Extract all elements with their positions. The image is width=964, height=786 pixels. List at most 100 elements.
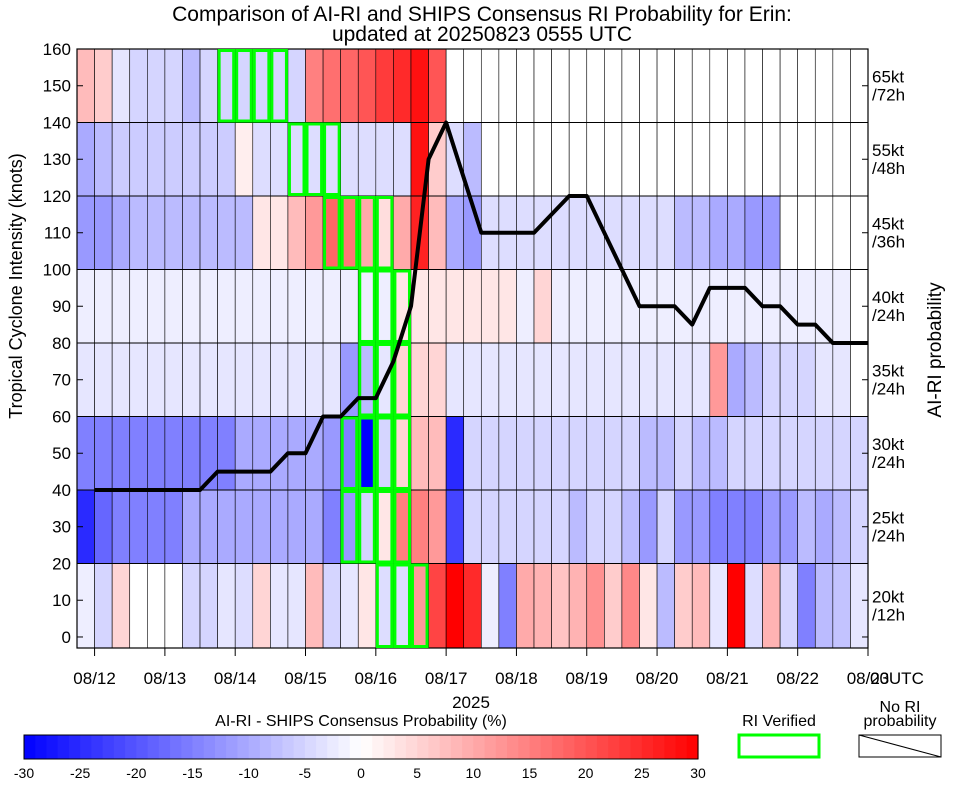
heatmap-cell bbox=[498, 489, 517, 564]
heatmap-cell bbox=[621, 563, 640, 649]
y-tick-label: 100 bbox=[43, 260, 71, 279]
heatmap-cell bbox=[709, 342, 728, 417]
heatmap-cell bbox=[305, 342, 324, 417]
y-tick-label: 60 bbox=[52, 407, 71, 426]
heatmap-cell bbox=[164, 563, 183, 649]
colorbar-segment bbox=[664, 735, 677, 759]
heatmap-cell bbox=[586, 195, 605, 270]
heatmap-cell bbox=[410, 489, 429, 564]
y-tick-label: 0 bbox=[62, 628, 71, 647]
heatmap-cell bbox=[797, 195, 816, 270]
heatmap-cell bbox=[322, 48, 341, 123]
heatmap-cell bbox=[111, 416, 131, 491]
heatmap-cell bbox=[639, 195, 658, 270]
row-label: /12h bbox=[872, 606, 905, 625]
heatmap-cell bbox=[252, 342, 271, 417]
heatmap-cell bbox=[568, 563, 588, 649]
heatmap-cell bbox=[410, 416, 429, 491]
heatmap-cell bbox=[814, 489, 834, 564]
heatmap-cell bbox=[727, 489, 746, 564]
colorbar-segment bbox=[630, 735, 643, 759]
heatmap-cell bbox=[568, 122, 588, 197]
heatmap-cell bbox=[709, 122, 728, 197]
ri-verified-box bbox=[375, 416, 394, 490]
heatmap-cell bbox=[832, 342, 851, 417]
heatmap-cell bbox=[111, 122, 131, 197]
heatmap-cell bbox=[744, 416, 763, 491]
heatmap-cell bbox=[147, 416, 166, 491]
row-label: /24h bbox=[872, 453, 905, 472]
heatmap-cell bbox=[217, 122, 236, 197]
row-label: 30kt bbox=[872, 435, 904, 454]
x-tick-label: 08/12 bbox=[73, 669, 116, 688]
heatmap-cell bbox=[604, 269, 623, 344]
colorbar-segment bbox=[181, 735, 194, 759]
x-tick-label: 08/19 bbox=[565, 669, 608, 688]
heatmap-cell bbox=[147, 563, 166, 649]
ri-verified-box bbox=[305, 122, 324, 196]
colorbar-segment bbox=[372, 735, 385, 759]
heatmap-cell bbox=[656, 489, 675, 564]
heatmap-cell bbox=[287, 269, 306, 344]
colorbar-segment bbox=[170, 735, 182, 759]
heatmap-cell bbox=[217, 269, 236, 344]
heatmap-cell bbox=[709, 416, 728, 491]
heatmap-cell bbox=[217, 416, 236, 491]
heatmap-cell bbox=[797, 122, 816, 197]
heatmap-cell bbox=[814, 195, 834, 270]
heatmap-cell bbox=[551, 563, 570, 649]
colorbar-segment bbox=[282, 735, 295, 759]
heatmap-cell bbox=[621, 269, 640, 344]
row-labels: 20kt/12h25kt/24h30kt/24h35kt/24h40kt/24h… bbox=[872, 68, 905, 625]
heatmap-cell bbox=[305, 48, 324, 123]
colorbar-segment bbox=[484, 735, 497, 759]
heatmap-cell bbox=[779, 416, 798, 491]
heatmap-cell bbox=[832, 416, 851, 491]
heatmap-cell bbox=[129, 489, 148, 564]
ri-verified-box bbox=[358, 195, 376, 270]
heatmap-cell bbox=[604, 489, 623, 564]
heatmap-cell bbox=[744, 195, 763, 270]
heatmap-cell bbox=[832, 489, 851, 564]
heatmap-cell bbox=[779, 342, 798, 417]
heatmap-cell bbox=[199, 342, 218, 417]
ri-verified-box bbox=[375, 269, 394, 343]
heatmap-cell bbox=[111, 563, 131, 649]
colorbar-segment bbox=[641, 735, 654, 759]
heatmap-cell bbox=[129, 563, 148, 649]
heatmap-cell bbox=[674, 48, 693, 123]
y-axis-ticks: 0 10 20 30 40 50 60 70 80 90 100 110 120 130 140 150 160 bbox=[43, 40, 868, 647]
heatmap-cell bbox=[182, 122, 201, 197]
heatmap-cell bbox=[147, 342, 166, 417]
heatmap-cell bbox=[639, 489, 658, 564]
heatmap-cell bbox=[498, 416, 517, 491]
heatmap-cell bbox=[445, 563, 465, 649]
heatmap-cell bbox=[129, 122, 148, 197]
heatmap-cell bbox=[727, 342, 746, 417]
colorbar-ticks: -30 -25 -20 -15 -10 -5 0 5 10 15 20 25 30 bbox=[14, 765, 706, 781]
heatmap-cell bbox=[340, 563, 359, 649]
y-axis-label-right: AI-RI probability bbox=[925, 282, 946, 418]
heatmap-cell bbox=[234, 489, 254, 564]
heatmap-cell bbox=[516, 416, 535, 491]
heatmap-cell bbox=[270, 195, 289, 270]
heatmap-cell bbox=[428, 342, 447, 417]
heatmap-cell bbox=[814, 416, 834, 491]
heatmap-cell bbox=[744, 563, 763, 649]
colorbar-segment bbox=[653, 735, 665, 759]
colorbar-segment bbox=[608, 735, 620, 759]
x-tick-label: 08/21 bbox=[706, 669, 749, 688]
y-tick-label: 20 bbox=[52, 554, 71, 573]
heatmap-cell bbox=[445, 48, 465, 123]
heatmap-cell bbox=[287, 195, 306, 270]
ri-verified-box bbox=[393, 489, 411, 564]
y-tick-label: 150 bbox=[43, 77, 71, 96]
heatmap-cell bbox=[234, 269, 254, 344]
heatmap-cell bbox=[551, 48, 570, 123]
x-tick-label: 08/22 bbox=[776, 669, 819, 688]
colorbar-segment bbox=[113, 735, 126, 759]
row-label: /24h bbox=[872, 306, 905, 325]
colorbar-tick-label: -5 bbox=[299, 765, 312, 781]
colorbar-segment bbox=[24, 735, 36, 759]
y-axis-label: Tropical Cyclone Intensity (knots) bbox=[6, 153, 26, 418]
